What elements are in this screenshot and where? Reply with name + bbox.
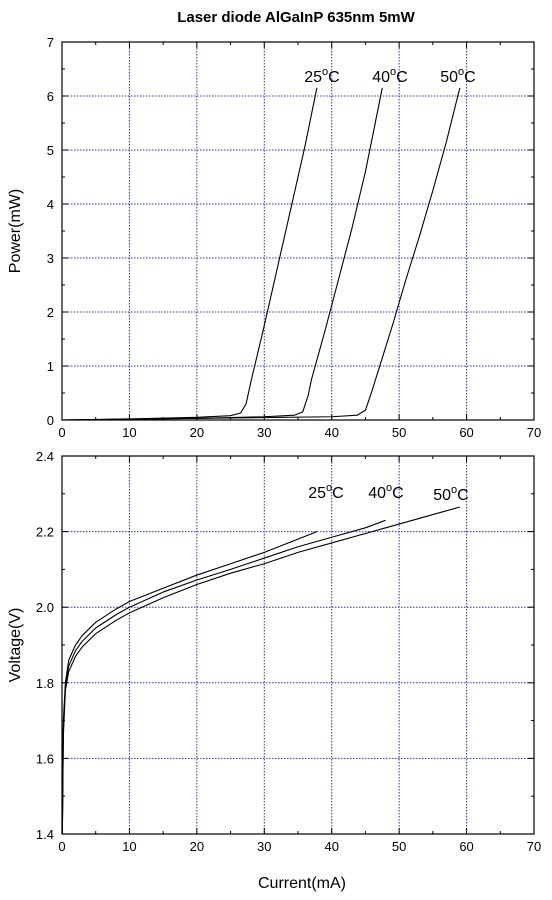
figure-title: Laser diode AlGaInP 635nm 5mW [177,9,415,26]
y-tick-label: 2.4 [36,449,54,464]
series-label-40c: 40oC [368,482,403,502]
y-tick-label: 4 [47,197,54,212]
x-tick-label: 30 [257,839,271,854]
x-tick-label: 10 [122,425,136,440]
y-axis-label: Voltage(V) [7,608,24,683]
series-label-50c: 50oC [440,66,475,86]
y-tick-label: 3 [47,251,54,266]
series-line-25c [61,87,318,421]
y-tick-label: 5 [47,143,54,158]
plot-frame [61,455,535,835]
y-tick-label: 2 [47,305,54,320]
x-tick-label: 40 [324,839,338,854]
series-label-25c: 25oC [304,66,339,86]
y-tick-label: 7 [47,35,54,50]
y-tick-label: 0 [47,413,54,428]
power-chart: 0 10 20 30 40 50 60 70 0 1 2 3 4 5 6 7 Power(mW) 25oC 40oC… [7,35,541,440]
series-line-25c [61,531,318,835]
series-line-40c [61,519,386,835]
x-tick-label: 20 [190,839,204,854]
x-tick-label: 50 [392,425,406,440]
x-tick-label: 40 [324,425,338,440]
y-tick-label: 1.4 [36,827,54,842]
series-line-50c [61,506,460,835]
x-tick-label: 70 [527,839,541,854]
series-line-50c [61,87,461,421]
series-label-50c: 50oC [433,484,468,504]
y-tick-label: 6 [47,89,54,104]
x-tick-label: 30 [257,425,271,440]
plot-frame [61,41,535,421]
x-tick-label: 60 [459,425,473,440]
series-label-40c: 40oC [372,66,407,86]
x-tick-label: 50 [392,839,406,854]
x-tick-label: 0 [58,425,65,440]
x-tick-label: 0 [58,839,65,854]
x-axis-label: Current(mA) [258,875,346,892]
x-tick-label: 60 [459,839,473,854]
y-axis-label: Power(mW) [7,189,24,273]
y-tick-label: 1.6 [36,751,54,766]
series-label-25c: 25oC [308,482,343,502]
x-tick-label: 70 [527,425,541,440]
y-tick-label: 2.2 [36,525,54,540]
x-tick-label: 20 [190,425,204,440]
y-tick-label: 1.8 [36,676,54,691]
x-tick-label: 10 [122,839,136,854]
y-tick-label: 2.0 [36,600,54,615]
voltage-chart: 0 10 20 30 40 50 60 70 1.4 1.6 1.8 2.0 2.2 2.4 Voltage… [7,449,541,892]
series-line-40c [61,87,383,421]
y-tick-label: 1 [47,359,54,374]
